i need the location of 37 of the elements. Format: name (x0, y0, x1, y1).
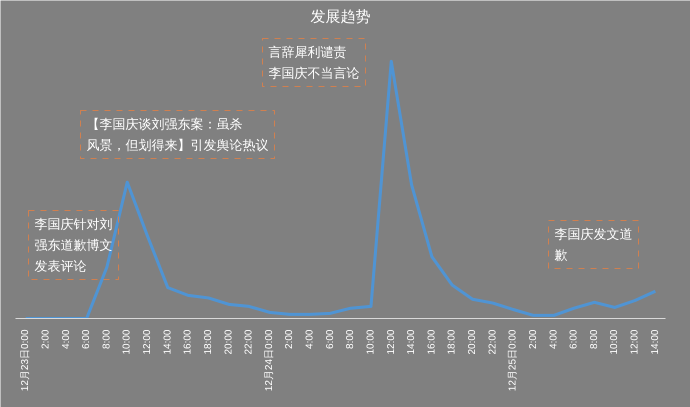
x-tick-label: 8:00 (588, 329, 600, 349)
x-tick-label: 16:00 (182, 329, 194, 355)
x-tick-label: 10:00 (365, 329, 376, 355)
x-tick-label: 10:00 (122, 329, 133, 355)
x-tick-label: 4:00 (304, 329, 316, 349)
x-tick-label: 20:00 (467, 329, 478, 355)
x-tick-label: 18:00 (202, 329, 214, 355)
x-tick-label: 12月25日0:00 (508, 329, 519, 392)
x-tick-label: 12:00 (630, 329, 641, 355)
annotation: 言辞犀利谴责李国庆不当言论 (268, 44, 360, 80)
chart-title: 发展趋势 (310, 8, 370, 26)
x-tick-label: 12:00 (386, 329, 397, 355)
x-tick-label: 14:00 (650, 329, 661, 355)
x-tick-label: 22:00 (244, 329, 255, 355)
x-tick-label: 2:00 (40, 329, 52, 349)
x-tick-label: 8:00 (345, 329, 356, 349)
x-tick-label: 18:00 (446, 329, 458, 355)
x-tick-label: 2:00 (284, 329, 296, 349)
x-tick-label: 4:00 (60, 329, 72, 349)
x-tick-label: 10:00 (609, 329, 620, 355)
x-tick-label: 6:00 (81, 329, 92, 349)
annotation: 李国庆针对刘强东道歉博文发表评论 (34, 216, 112, 274)
x-tick-label: 6:00 (568, 329, 580, 349)
annotation: 【李国庆谈刘强东案：虽杀风景，但划得来】引发舆论热议 (86, 116, 268, 152)
x-tick-label: 2:00 (528, 329, 539, 349)
x-tick-label: 12月24日0:00 (264, 329, 275, 392)
x-tick-label: 6:00 (324, 329, 336, 349)
x-tick-label: 22:00 (487, 329, 498, 355)
x-tick-label: 12:00 (142, 329, 154, 355)
x-tick-label: 12月23日0:00 (20, 329, 32, 392)
x-tick-label: 16:00 (426, 329, 438, 355)
annotation: 李国庆发文道歉 (554, 226, 632, 262)
x-tick-label: 4:00 (548, 329, 560, 349)
x-tick-label: 14:00 (162, 329, 174, 355)
x-tick-label: 20:00 (223, 329, 234, 355)
x-tick-label: 14:00 (406, 329, 418, 355)
x-tick-label: 8:00 (101, 329, 112, 349)
